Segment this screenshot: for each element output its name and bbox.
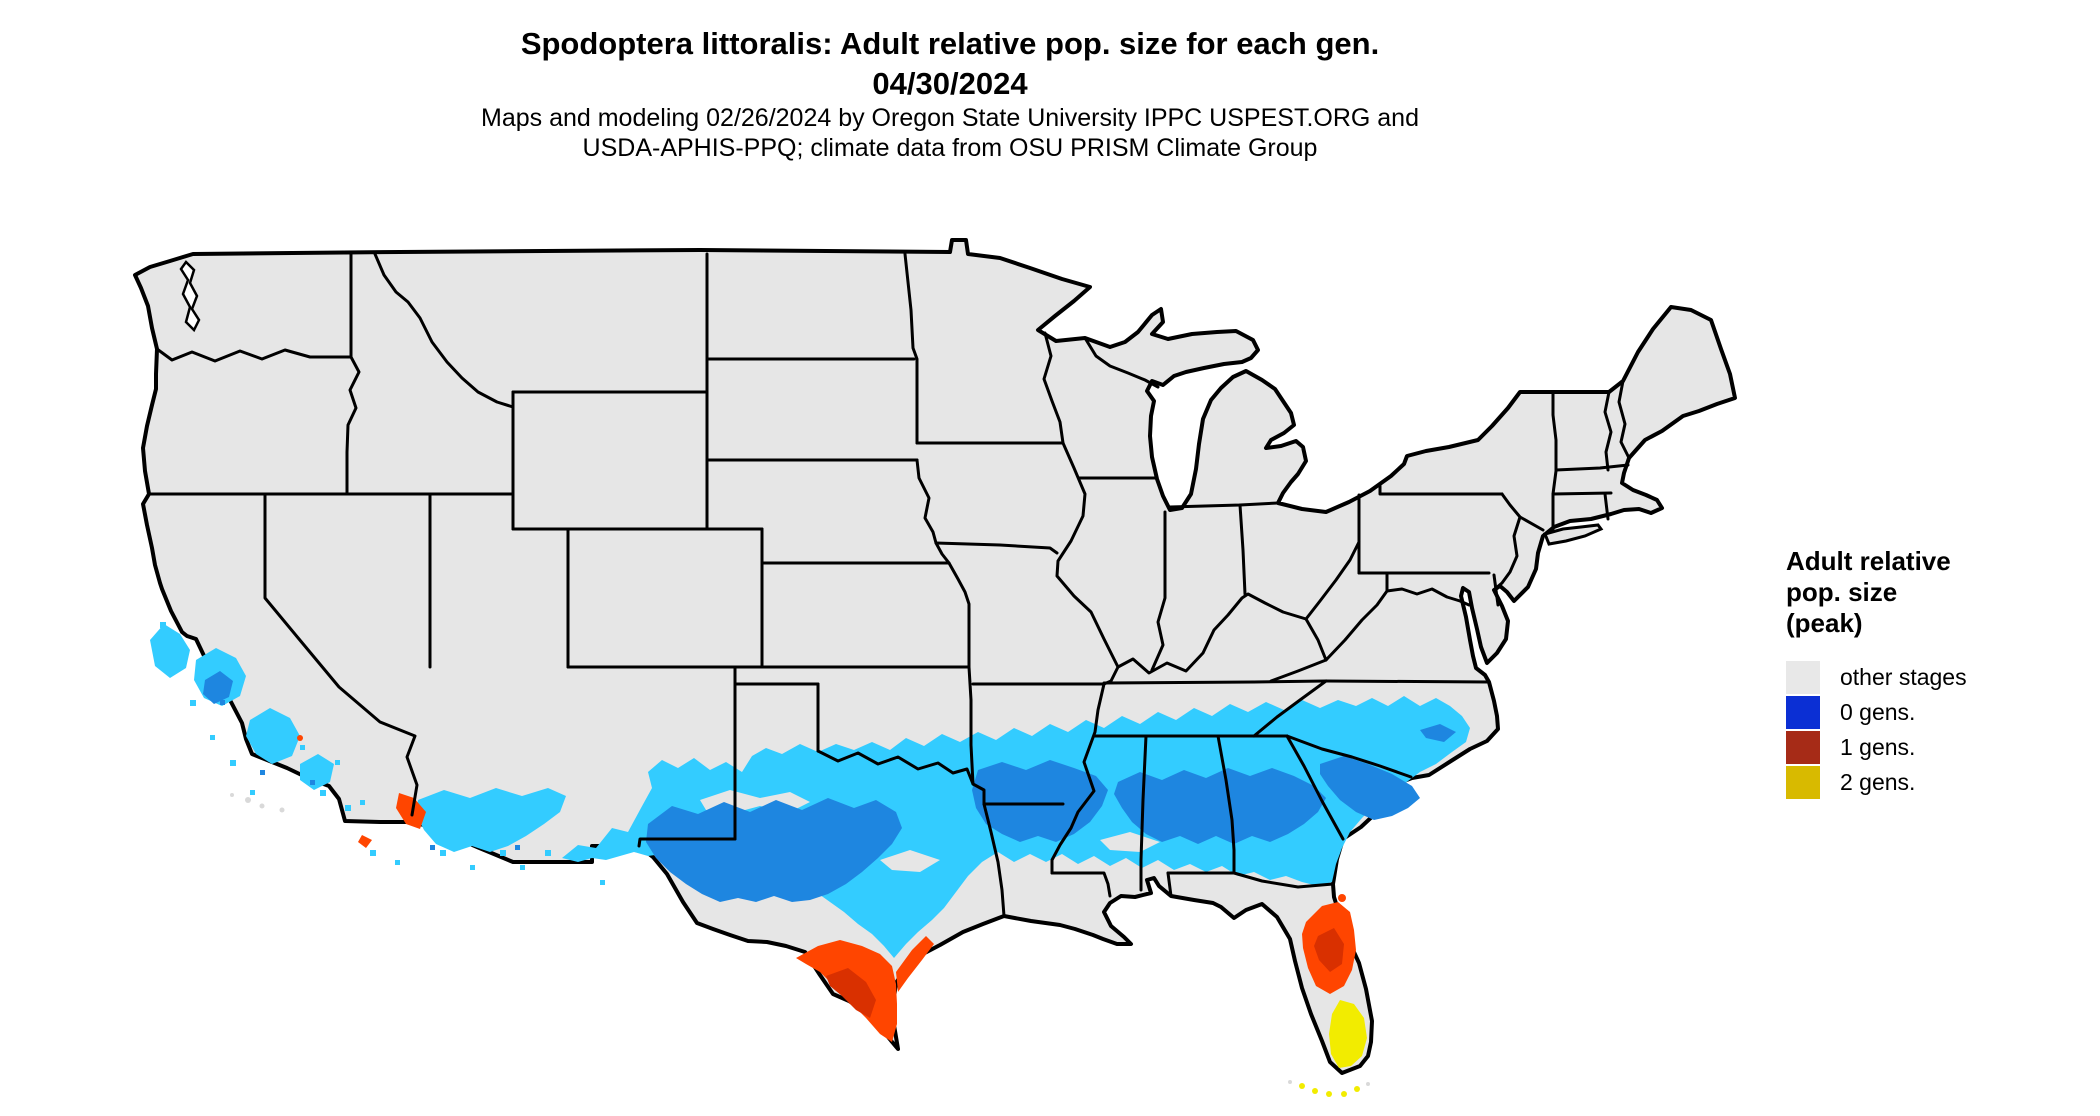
attribution-line-1: Maps and modeling 02/26/2024 by Oregon S… (481, 104, 1419, 132)
florida-keys-gen2-dots (1299, 1083, 1360, 1097)
legend-label-0-gens: 0 gens. (1840, 699, 1916, 725)
page-title: Spodoptera littoralis: Adult relative po… (520, 26, 1380, 61)
lower48-landmass (133, 238, 1737, 1075)
legend-swatch-other-stages (1786, 661, 1820, 694)
legend-title-line-3: (peak) (1786, 608, 1863, 638)
puget-sound (179, 260, 201, 333)
channel-islands (230, 793, 285, 813)
gen1-dot-arizona (297, 735, 303, 741)
long-island (1542, 523, 1604, 546)
legend: Adult relative pop. size (peak) other st… (1786, 546, 2086, 801)
legend-label-1-gens: 1 gens. (1840, 734, 1916, 760)
land-outline (133, 238, 1737, 1075)
legend-item-other-stages: other stages (1786, 661, 2086, 694)
gen2-band (1288, 1000, 1370, 1097)
gen1-dot-north-florida (1338, 894, 1346, 902)
gen0-speckles (160, 622, 605, 885)
legend-item-0-gens: 0 gens. (1786, 696, 2086, 729)
legend-label-other-stages: other stages (1840, 664, 1967, 690)
map-date: 04/30/2024 (872, 66, 1028, 101)
gen0-dark-speckles (220, 700, 520, 850)
legend-label-2-gens: 2 gens. (1840, 769, 1916, 795)
legend-title-line-2: pop. size (1786, 577, 1898, 607)
band-marbling (700, 782, 1260, 872)
legend-items: other stages 0 gens. 1 gens. 2 gens. (1786, 661, 2086, 799)
state-borders (147, 252, 1631, 918)
legend-title-line-1: Adult relative (1786, 546, 1951, 576)
legend-swatch-2-gens (1786, 766, 1820, 799)
legend-swatch-1-gens (1786, 731, 1820, 764)
florida-keys-gray-dots (1288, 1080, 1370, 1086)
legend-swatch-0-gens (1786, 696, 1820, 729)
gen2-regions (1329, 1000, 1367, 1068)
gen0-dark-regions (203, 671, 1456, 902)
legend-item-1-gens: 1 gens. (1786, 731, 2086, 764)
attribution-line-2: USDA-APHIS-PPQ; climate data from OSU PR… (582, 134, 1318, 162)
gen0-dark-band (203, 671, 1456, 902)
gen0-light-regions (150, 624, 1470, 958)
gen0-light-band (150, 622, 1470, 958)
legend-item-2-gens: 2 gens. (1786, 766, 2086, 799)
